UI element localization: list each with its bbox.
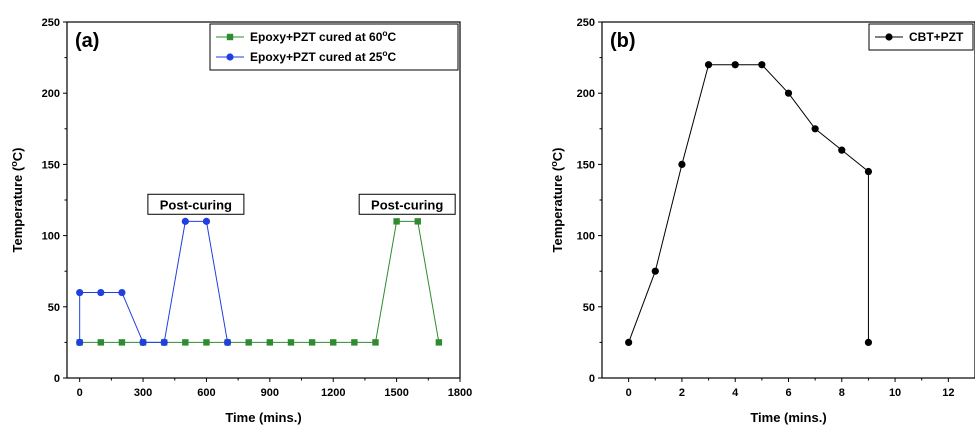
y-tick-label: 100: [577, 231, 595, 243]
y-tick-label: 250: [42, 17, 60, 29]
data-point: [838, 146, 846, 154]
data-point: [811, 125, 819, 133]
data-point: [351, 339, 358, 346]
data-point: [372, 339, 379, 346]
plot-frame: [601, 21, 975, 379]
series-line: [628, 64, 869, 343]
x-tick-label: 300: [134, 387, 152, 399]
x-tick-label: 2: [679, 387, 685, 399]
y-tick-label: 150: [42, 159, 60, 171]
annotation-text: Post-curing: [160, 197, 232, 212]
legend: CBT+PZT: [868, 23, 974, 51]
legend-label: Epoxy+PZT cured at 60oC: [250, 28, 397, 44]
data-point: [97, 288, 105, 297]
data-point: [160, 338, 168, 346]
legend-marker: [226, 33, 234, 41]
series-1: [625, 61, 873, 346]
annotation-text: Post-curing: [371, 197, 443, 212]
data-point: [651, 267, 659, 275]
data-point: [181, 217, 189, 225]
x-tick-label: 4: [732, 387, 739, 399]
x-axis-label: Time (mins.): [750, 410, 826, 425]
x-tick-label: 1200: [321, 387, 345, 399]
data-point: [76, 288, 84, 297]
legend-label: CBT+PZT: [909, 30, 964, 44]
data-point: [97, 339, 105, 346]
y-tick-label: 0: [589, 373, 595, 385]
x-tick-label: 1800: [448, 387, 472, 399]
x-tick-label: 8: [839, 387, 845, 399]
data-point: [118, 288, 126, 297]
annotation: Post-curing: [147, 193, 245, 215]
x-tick-label: 600: [197, 387, 215, 399]
data-point: [76, 338, 84, 346]
data-point: [139, 338, 147, 346]
data-point: [864, 338, 873, 346]
annotation: Post-curing: [358, 193, 456, 215]
x-tick-label: 10: [889, 387, 901, 399]
x-tick-label: 0: [626, 387, 632, 399]
data-point: [182, 339, 189, 346]
data-point: [758, 61, 766, 69]
data-point: [393, 218, 400, 225]
chart-panel-a: 0 300 600 900 1200 1500 1800 0 50 100 150 200 250 Tim…: [9, 17, 472, 425]
legend-label: Epoxy+PZT cured at 25oC: [250, 48, 397, 64]
data-point: [203, 339, 210, 346]
chart-panel-b: 0 2 4 6 8 10 12 0 50 100 150 200 250 Time (mins.) Temp…: [549, 17, 975, 425]
data-point: [223, 338, 232, 346]
series-2: [76, 217, 232, 346]
data-point: [784, 89, 793, 97]
data-point: [414, 218, 421, 225]
data-point: [308, 339, 316, 346]
y-tick-label: 50: [583, 302, 595, 314]
data-point: [678, 160, 686, 168]
y-tick-label: 50: [48, 302, 60, 314]
data-point: [864, 167, 873, 176]
data-point: [435, 339, 443, 346]
panel-label: (b): [610, 30, 636, 52]
annotation-box: [147, 193, 245, 215]
x-axis-label: Time (mins.): [225, 410, 301, 425]
data-point: [202, 217, 211, 225]
data-point: [118, 339, 126, 346]
data-point: [625, 338, 633, 346]
data-point: [330, 339, 337, 346]
x-tick-label: 900: [261, 387, 279, 399]
y-tick-label: 200: [577, 88, 595, 100]
x-tick-label: 12: [942, 387, 954, 399]
y-tick-label: 100: [42, 231, 60, 243]
x-tick-label: 6: [785, 387, 791, 399]
legend: Epoxy+PZT cured at 60oC Epoxy+PZT cured a…: [209, 23, 459, 71]
data-point: [245, 339, 252, 346]
y-tick-label: 150: [577, 159, 595, 171]
series-1: [76, 218, 443, 346]
y-tick-label: 0: [54, 373, 60, 385]
x-tick-label: 0: [77, 387, 83, 399]
legend-marker: [226, 53, 234, 61]
data-point: [731, 61, 739, 69]
annotation-box: [358, 193, 456, 215]
y-axis-label: Temperature (oC): [9, 147, 25, 252]
y-axis-label: Temperature (oC): [549, 147, 565, 252]
series-line: [79, 220, 229, 343]
data-point: [704, 61, 713, 69]
legend-marker: [885, 33, 893, 41]
y-tick-label: 200: [42, 88, 60, 100]
legend-box: [209, 23, 459, 71]
data-point: [266, 339, 274, 346]
data-point: [287, 339, 295, 346]
x-tick-label: 1500: [384, 387, 408, 399]
panel-label: (a): [75, 30, 99, 52]
series-line: [79, 220, 440, 343]
y-tick-label: 250: [577, 17, 595, 29]
